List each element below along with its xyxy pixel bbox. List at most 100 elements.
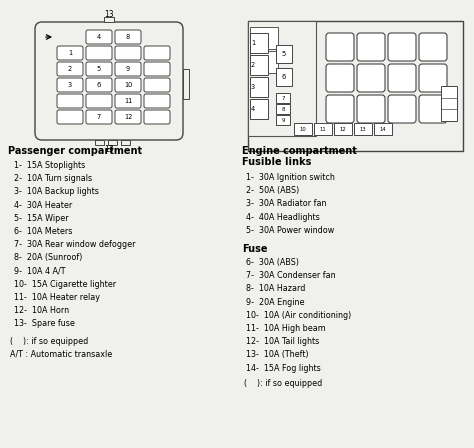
- Text: 2: 2: [68, 66, 72, 72]
- Bar: [250, 77, 268, 97]
- Text: 1-  15A Stoplights: 1- 15A Stoplights: [14, 161, 85, 170]
- Text: (    ): if so equipped: ( ): if so equipped: [10, 336, 88, 345]
- Text: Fusible links: Fusible links: [242, 157, 311, 167]
- Text: 8-  20A (Sunroof): 8- 20A (Sunroof): [14, 254, 82, 263]
- FancyBboxPatch shape: [388, 95, 416, 123]
- Bar: [104, 17, 114, 22]
- Text: 9: 9: [126, 66, 130, 72]
- Bar: [95, 140, 104, 145]
- Text: 3: 3: [251, 84, 255, 90]
- Bar: [248, 21, 463, 151]
- Text: 14: 14: [380, 126, 386, 132]
- Text: Fuse: Fuse: [242, 244, 267, 254]
- FancyBboxPatch shape: [357, 33, 385, 61]
- FancyBboxPatch shape: [388, 33, 416, 61]
- FancyBboxPatch shape: [144, 78, 170, 92]
- Bar: [250, 99, 268, 119]
- Text: 13: 13: [360, 126, 366, 132]
- Text: 13-  10A (Theft): 13- 10A (Theft): [246, 350, 309, 359]
- FancyBboxPatch shape: [86, 30, 112, 44]
- Text: 7: 7: [97, 114, 101, 120]
- FancyBboxPatch shape: [144, 46, 170, 60]
- FancyBboxPatch shape: [86, 94, 112, 108]
- Text: 4-  40A Headlights: 4- 40A Headlights: [246, 213, 320, 222]
- Text: 13: 13: [104, 145, 114, 154]
- FancyBboxPatch shape: [115, 78, 141, 92]
- Text: 6-  10A Meters: 6- 10A Meters: [14, 227, 73, 236]
- Bar: [276, 68, 292, 86]
- Bar: [276, 104, 290, 114]
- FancyBboxPatch shape: [86, 62, 112, 76]
- Text: 11: 11: [319, 126, 327, 132]
- FancyBboxPatch shape: [419, 64, 447, 92]
- Bar: [334, 123, 352, 135]
- FancyBboxPatch shape: [57, 110, 83, 124]
- Text: 2: 2: [251, 62, 255, 68]
- FancyBboxPatch shape: [357, 95, 385, 123]
- Text: 8: 8: [126, 34, 130, 40]
- Bar: [250, 27, 278, 49]
- Bar: [314, 123, 332, 135]
- FancyBboxPatch shape: [115, 110, 141, 124]
- Text: 11: 11: [124, 98, 132, 104]
- Text: 2-  50A (ABS): 2- 50A (ABS): [246, 186, 299, 195]
- FancyBboxPatch shape: [57, 62, 83, 76]
- FancyBboxPatch shape: [357, 64, 385, 92]
- FancyBboxPatch shape: [326, 95, 354, 123]
- FancyBboxPatch shape: [115, 62, 141, 76]
- FancyBboxPatch shape: [419, 33, 447, 61]
- Bar: [354, 123, 372, 135]
- Text: 5: 5: [282, 51, 286, 57]
- Bar: [250, 33, 268, 53]
- FancyBboxPatch shape: [57, 94, 83, 108]
- Text: 14-  15A Fog lights: 14- 15A Fog lights: [246, 364, 321, 373]
- Bar: [276, 45, 292, 63]
- Text: 12: 12: [340, 126, 346, 132]
- Text: 1: 1: [251, 40, 255, 46]
- FancyBboxPatch shape: [388, 64, 416, 92]
- FancyBboxPatch shape: [115, 46, 141, 60]
- Bar: [108, 140, 117, 145]
- Bar: [441, 86, 457, 121]
- Text: 7-  30A Rear window defogger: 7- 30A Rear window defogger: [14, 240, 136, 249]
- Text: 7-  30A Condenser fan: 7- 30A Condenser fan: [246, 271, 336, 280]
- FancyBboxPatch shape: [86, 78, 112, 92]
- Text: 7: 7: [281, 95, 285, 100]
- Text: A/T : Automatic transaxle: A/T : Automatic transaxle: [10, 350, 112, 359]
- FancyBboxPatch shape: [144, 94, 170, 108]
- Text: 10-  15A Cigarette lighter: 10- 15A Cigarette lighter: [14, 280, 116, 289]
- Text: 11-  10A Heater relay: 11- 10A Heater relay: [14, 293, 100, 302]
- FancyBboxPatch shape: [115, 94, 141, 108]
- Text: 4: 4: [251, 106, 255, 112]
- Text: 11-  10A High beam: 11- 10A High beam: [246, 324, 326, 333]
- Text: 12: 12: [124, 114, 132, 120]
- Text: 5-  15A Wiper: 5- 15A Wiper: [14, 214, 69, 223]
- Bar: [250, 51, 278, 73]
- Text: 12-  10A Horn: 12- 10A Horn: [14, 306, 69, 315]
- FancyBboxPatch shape: [144, 62, 170, 76]
- FancyBboxPatch shape: [326, 64, 354, 92]
- Text: Passenger compartment: Passenger compartment: [8, 146, 142, 156]
- Bar: [276, 115, 290, 125]
- Text: 8-  10A Hazard: 8- 10A Hazard: [246, 284, 305, 293]
- Text: 3-  30A Radiator fan: 3- 30A Radiator fan: [246, 199, 327, 208]
- FancyBboxPatch shape: [419, 95, 447, 123]
- FancyBboxPatch shape: [57, 78, 83, 92]
- FancyBboxPatch shape: [115, 30, 141, 44]
- Text: 13-  Spare fuse: 13- Spare fuse: [14, 319, 75, 328]
- Text: 4-  30A Heater: 4- 30A Heater: [14, 201, 72, 210]
- Text: 5-  30A Power window: 5- 30A Power window: [246, 226, 334, 235]
- FancyBboxPatch shape: [86, 110, 112, 124]
- Text: 3: 3: [68, 82, 72, 88]
- Text: 8: 8: [281, 107, 285, 112]
- FancyBboxPatch shape: [144, 110, 170, 124]
- FancyBboxPatch shape: [86, 46, 112, 60]
- Text: 2-  10A Turn signals: 2- 10A Turn signals: [14, 174, 92, 183]
- Bar: [121, 140, 130, 145]
- Bar: [276, 93, 290, 103]
- Bar: [374, 123, 392, 135]
- Text: 10-  10A (Air conditioning): 10- 10A (Air conditioning): [246, 311, 351, 320]
- Text: 1-  30A Ignition switch: 1- 30A Ignition switch: [246, 173, 335, 182]
- Text: 4: 4: [97, 34, 101, 40]
- Text: Engine compartment: Engine compartment: [242, 146, 357, 156]
